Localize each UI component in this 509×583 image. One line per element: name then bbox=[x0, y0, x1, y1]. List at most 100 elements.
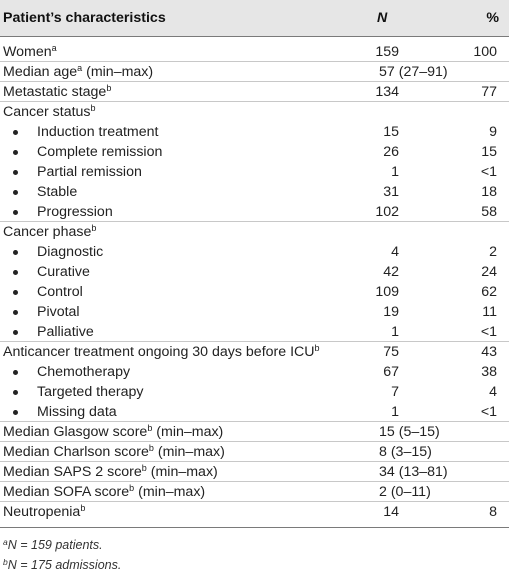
row-percent-value: 38 bbox=[481, 364, 497, 380]
bullet-icon bbox=[13, 330, 18, 335]
row-separator bbox=[0, 441, 509, 442]
table-row-subitem: Diagnostic 4 2 bbox=[0, 242, 509, 262]
row-n-value: 134 bbox=[375, 84, 399, 100]
row-label: Missing data bbox=[37, 404, 117, 420]
table-row: Median agea (min–max) 57 (27–91) bbox=[0, 62, 509, 82]
row-percent-value: <1 bbox=[480, 404, 497, 420]
row-n-value: 75 bbox=[383, 344, 399, 360]
row-median-range: 2 (0–11) bbox=[379, 484, 431, 500]
row-percent-value: 24 bbox=[481, 264, 497, 280]
row-label: Womena bbox=[3, 43, 57, 61]
row-separator bbox=[0, 501, 509, 502]
table-header: Patient’s characteristics N % bbox=[0, 0, 509, 37]
row-separator bbox=[0, 341, 509, 342]
footnote: bN = 175 admissions. bbox=[3, 557, 122, 572]
row-label: Median SAPS 2 scoreb (min–max) bbox=[3, 463, 218, 481]
row-separator bbox=[0, 461, 509, 462]
bullet-icon bbox=[13, 190, 18, 195]
row-label: Cancer statusb bbox=[3, 103, 96, 121]
row-label: Palliative bbox=[37, 324, 94, 340]
row-percent-value: 18 bbox=[481, 184, 497, 200]
row-label: Stable bbox=[37, 184, 78, 200]
row-median-range: 34 (13–81) bbox=[379, 464, 448, 480]
row-percent-value: 43 bbox=[481, 344, 497, 360]
table-row: Metastatic stageb 134 77 bbox=[0, 82, 509, 102]
row-percent-value: 58 bbox=[481, 204, 497, 220]
row-n-value: 7 bbox=[391, 384, 399, 400]
row-label: Cancer phaseb bbox=[3, 223, 97, 241]
footnote-marker: b bbox=[141, 463, 147, 473]
table-row: Median SOFA scoreb (min–max) 2 (0–11) bbox=[0, 482, 509, 502]
bullet-icon bbox=[13, 390, 18, 395]
row-percent-value: <1 bbox=[480, 324, 497, 340]
table-row-subitem: Palliative 1 <1 bbox=[0, 322, 509, 342]
row-percent-value: 8 bbox=[489, 504, 497, 520]
footnote-marker: b bbox=[90, 103, 96, 113]
row-n-value: 1 bbox=[391, 324, 399, 340]
row-label: Median SOFA scoreb (min–max) bbox=[3, 483, 206, 501]
table-row-subitem: Stable 31 18 bbox=[0, 182, 509, 202]
bullet-icon bbox=[13, 290, 18, 295]
row-median-range: 8 (3–15) bbox=[379, 444, 432, 460]
row-label: Targeted therapy bbox=[37, 384, 144, 400]
footnote-marker: b bbox=[148, 443, 154, 453]
table-row: Cancer statusb bbox=[0, 102, 509, 122]
row-percent-value: <1 bbox=[480, 164, 497, 180]
row-percent-value: 9 bbox=[489, 124, 497, 140]
row-separator bbox=[0, 421, 509, 422]
bullet-icon bbox=[13, 270, 18, 275]
row-median-range: 57 (27–91) bbox=[379, 64, 448, 80]
bullet-icon bbox=[13, 130, 18, 135]
header-n: N bbox=[377, 10, 388, 26]
table-row-subitem: Targeted therapy 7 4 bbox=[0, 382, 509, 402]
row-separator bbox=[0, 481, 509, 482]
row-separator bbox=[0, 221, 509, 222]
bullet-icon bbox=[13, 370, 18, 375]
row-label: Metastatic stageb bbox=[3, 83, 112, 101]
row-n-value: 14 bbox=[383, 504, 399, 520]
row-label: Median agea (min–max) bbox=[3, 63, 154, 81]
bullet-icon bbox=[13, 170, 18, 175]
bullet-icon bbox=[13, 310, 18, 315]
row-n-value: 67 bbox=[383, 364, 399, 380]
row-n-value: 42 bbox=[383, 264, 399, 280]
table-row-subitem: Pivotal 19 11 bbox=[0, 302, 509, 322]
row-n-value: 26 bbox=[383, 144, 399, 160]
row-percent-value: 77 bbox=[481, 84, 497, 100]
row-n-value: 15 bbox=[383, 124, 399, 140]
table-row-subitem: Induction treatment 15 9 bbox=[0, 122, 509, 142]
table-row-subitem: Curative 42 24 bbox=[0, 262, 509, 282]
row-median-range: 15 (5–15) bbox=[379, 424, 440, 440]
row-n-value: 1 bbox=[391, 404, 399, 420]
table-row-subitem: Progression 102 58 bbox=[0, 202, 509, 222]
row-percent-value: 4 bbox=[489, 384, 497, 400]
row-label: Diagnostic bbox=[37, 244, 104, 260]
row-label: Chemotherapy bbox=[37, 364, 131, 380]
row-percent-value: 2 bbox=[489, 244, 497, 260]
footnote-marker: b bbox=[91, 223, 97, 233]
row-percent-value: 100 bbox=[473, 44, 497, 60]
row-n-value: 109 bbox=[375, 284, 399, 300]
row-n-value: 4 bbox=[391, 244, 399, 260]
row-label: Control bbox=[37, 284, 83, 300]
table-row-subitem: Control 109 62 bbox=[0, 282, 509, 302]
row-n-value: 31 bbox=[383, 184, 399, 200]
bullet-icon bbox=[13, 150, 18, 155]
row-label: Progression bbox=[37, 204, 113, 220]
row-separator bbox=[0, 61, 509, 62]
table-row-subitem: Missing data 1 <1 bbox=[0, 402, 509, 422]
header-percent: % bbox=[486, 10, 499, 26]
table-row: Median SAPS 2 scoreb (min–max) 34 (13–81) bbox=[0, 462, 509, 482]
table-row: Womena 159 100 bbox=[0, 42, 509, 62]
footnote-marker: a bbox=[77, 63, 83, 73]
row-n-value: 102 bbox=[375, 204, 399, 220]
footnote-marker: a bbox=[51, 43, 57, 53]
footnote: aN = 159 patients. bbox=[3, 537, 103, 552]
row-n-value: 19 bbox=[383, 304, 399, 320]
row-label: Pivotal bbox=[37, 304, 80, 320]
bullet-icon bbox=[13, 410, 18, 415]
footnote-marker: b bbox=[314, 343, 320, 353]
row-separator bbox=[0, 101, 509, 102]
header-characteristics: Patient’s characteristics bbox=[3, 10, 166, 26]
